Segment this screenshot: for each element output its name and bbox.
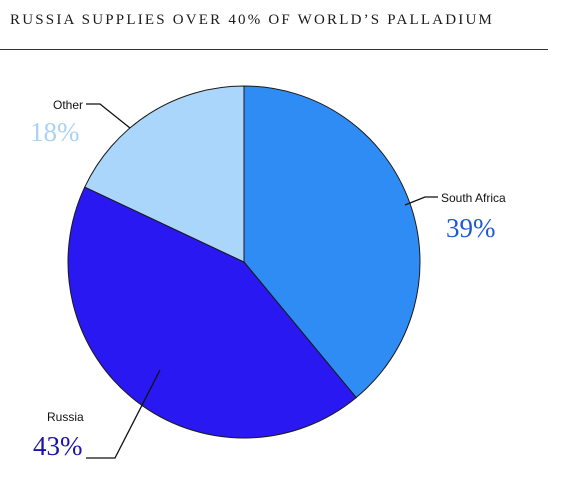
pie-slice-russia: [67, 186, 357, 439]
slice-label-other: Other: [53, 98, 83, 112]
slice-percent-south-africa: 39%: [446, 213, 496, 243]
slice-label-south-africa: South Africa: [441, 191, 506, 205]
pie-slice-other: [84, 85, 245, 263]
leader-line-russia: [86, 369, 161, 459]
leader-line-other: [86, 103, 131, 129]
slice-label-russia: Russia: [47, 410, 84, 424]
chart-title: RUSSIA SUPPLIES OVER 40% OF WORLD’S PALL…: [10, 12, 495, 28]
leader-line-south-africa: [404, 196, 438, 206]
slice-percent-other: 18%: [30, 117, 80, 147]
title-rule: [0, 49, 548, 50]
slice-percent-russia: 43%: [33, 431, 83, 461]
pie-slice-south-africa: [243, 85, 421, 399]
